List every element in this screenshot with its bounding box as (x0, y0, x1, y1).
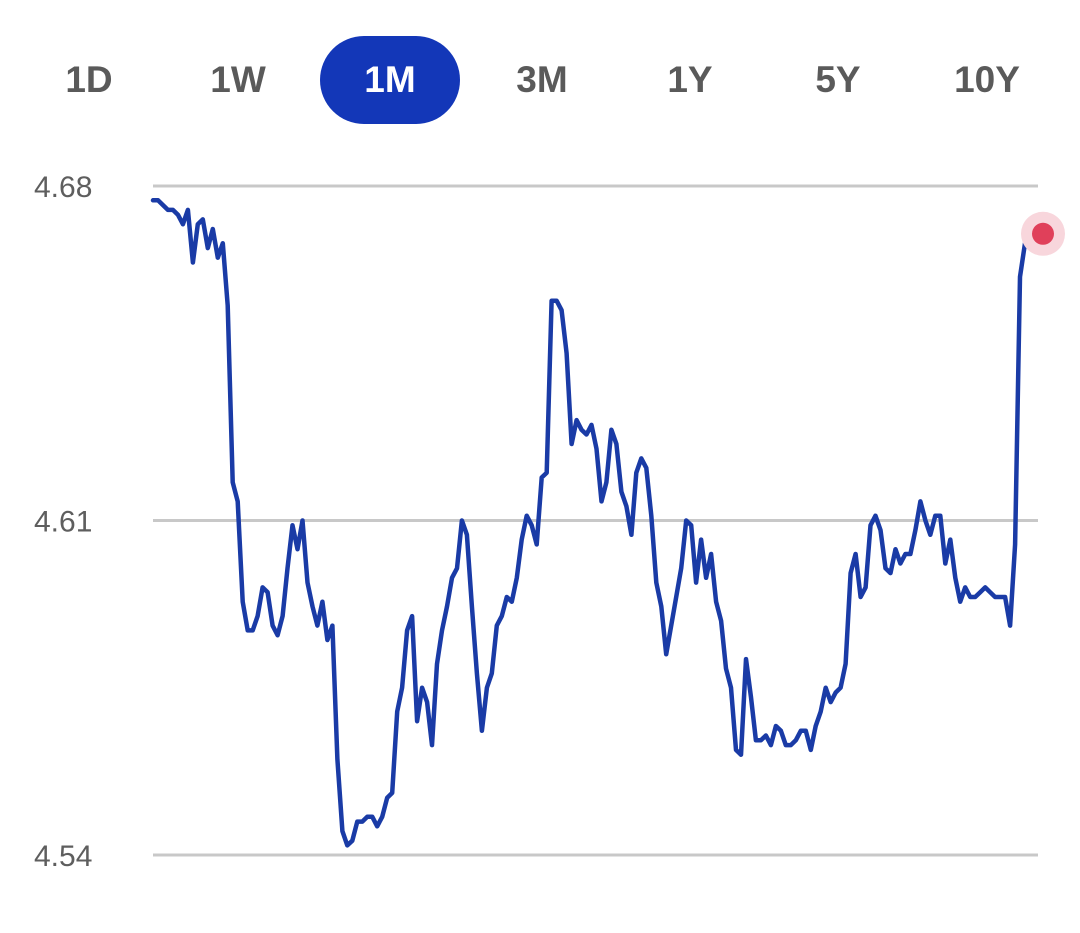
series-layer (150, 198, 1033, 848)
tab-5y[interactable]: 5Y (815, 59, 861, 100)
current-value-marker (1021, 211, 1065, 256)
tab-1w[interactable]: 1W (210, 59, 266, 100)
tab-10y[interactable]: 10Y (954, 59, 1020, 100)
y-axis-tick-labels: 4.68 4.61 4.54 (34, 171, 92, 873)
y-tick-label: 4.61 (34, 506, 92, 539)
y-tick-label: 4.54 (34, 840, 92, 873)
range-selector: 1D 1W 1M 3M 1Y 5Y 10Y (0, 0, 1080, 160)
y-tick-label: 4.68 (34, 171, 92, 204)
tab-1d[interactable]: 1D (65, 59, 113, 100)
tab-1y[interactable]: 1Y (667, 59, 713, 100)
series-line (150, 198, 1033, 848)
gridlines (153, 184, 1038, 857)
tab-3m[interactable]: 3M (516, 59, 568, 100)
tab-1m[interactable]: 1M (320, 36, 460, 124)
current-point-dot (1032, 222, 1054, 245)
